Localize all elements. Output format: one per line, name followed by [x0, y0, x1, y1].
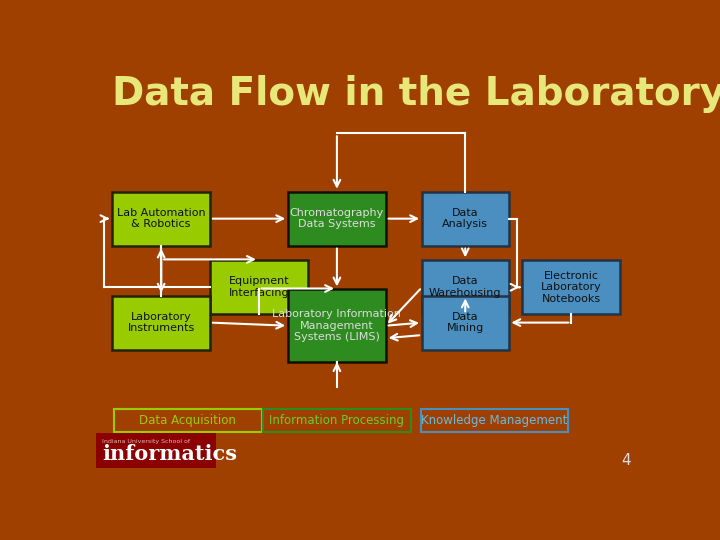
FancyBboxPatch shape: [112, 295, 210, 349]
FancyBboxPatch shape: [112, 192, 210, 246]
FancyBboxPatch shape: [288, 289, 386, 362]
FancyBboxPatch shape: [422, 192, 508, 246]
FancyBboxPatch shape: [210, 260, 307, 314]
FancyBboxPatch shape: [422, 295, 508, 349]
Text: Chromatography
Data Systems: Chromatography Data Systems: [289, 208, 384, 230]
FancyBboxPatch shape: [422, 260, 508, 314]
Text: Information Processing: Information Processing: [269, 414, 405, 427]
Text: Data
Mining: Data Mining: [446, 312, 484, 333]
FancyBboxPatch shape: [96, 433, 215, 468]
FancyBboxPatch shape: [288, 192, 386, 246]
FancyBboxPatch shape: [523, 260, 620, 314]
Text: Knowledge Management: Knowledge Management: [421, 414, 568, 427]
Text: Data Acquisition: Data Acquisition: [139, 414, 236, 427]
Text: informatics: informatics: [102, 443, 238, 463]
Text: Equipment
Interfacing: Equipment Interfacing: [228, 276, 289, 298]
Text: Laboratory Information
Management
Systems (LIMS): Laboratory Information Management System…: [272, 309, 401, 342]
Text: Indiana University School of: Indiana University School of: [102, 439, 190, 444]
Text: Lab Automation
& Robotics: Lab Automation & Robotics: [117, 208, 205, 230]
Text: Data Flow in the Laboratory: Data Flow in the Laboratory: [112, 75, 720, 113]
Text: Laboratory
Instruments: Laboratory Instruments: [127, 312, 195, 333]
Text: Data
Analysis: Data Analysis: [442, 208, 488, 230]
Text: 4: 4: [621, 453, 631, 468]
Text: Data
Warehousing: Data Warehousing: [429, 276, 502, 298]
Text: Electronic
Laboratory
Notebooks: Electronic Laboratory Notebooks: [541, 271, 602, 304]
